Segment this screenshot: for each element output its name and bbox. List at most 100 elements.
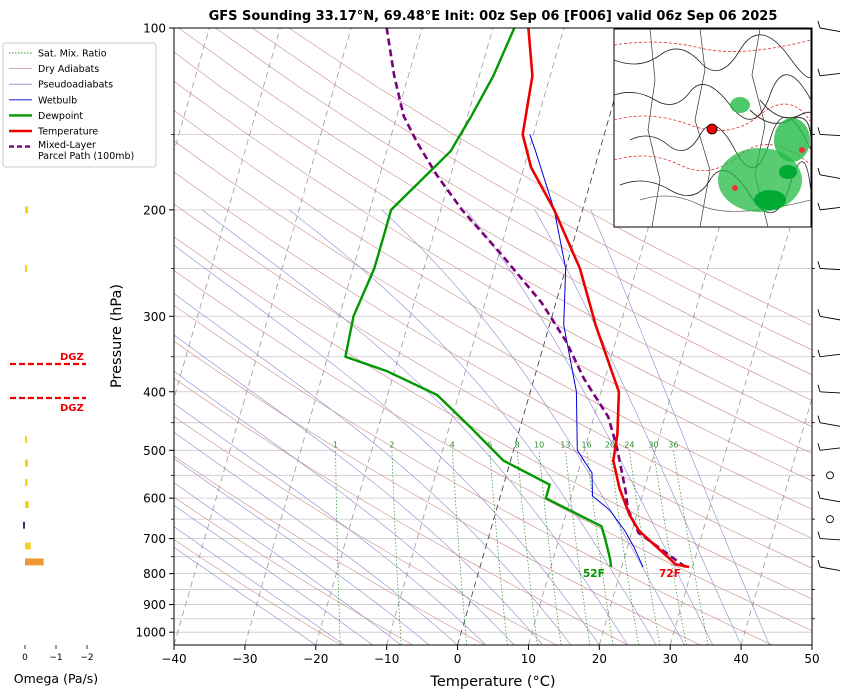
wind-barb-flag	[817, 491, 821, 499]
y-axis-label: Pressure (hPa)	[109, 284, 125, 388]
omega-bar	[25, 436, 27, 444]
mixing-ratio-line	[629, 450, 661, 645]
wind-barb	[817, 167, 841, 179]
profile-lines	[344, 28, 690, 569]
wind-barb-flag	[817, 20, 821, 29]
y-tick-label: 100	[143, 22, 166, 36]
dry-adiabat-line	[252, 28, 812, 351]
legend-label: Pseudoadiabats	[38, 80, 113, 91]
isotherm-line	[457, 28, 636, 645]
omega-bar	[25, 478, 28, 486]
mixing-ratio-label: 10	[534, 440, 544, 449]
x-tick-label: 40	[733, 652, 748, 666]
omega-tick-label: −2	[80, 653, 93, 663]
legend-label: Dry Adiabats	[38, 64, 99, 75]
wind-barb	[817, 349, 841, 358]
dry-adiabat-line	[174, 304, 773, 645]
wind-barb-flag	[817, 202, 821, 211]
mixing-ratio-line	[653, 450, 687, 645]
dgz-bottom-label: DGZ	[60, 403, 84, 414]
y-tick-label: 1000	[135, 626, 166, 640]
dry-adiabat-line	[174, 539, 342, 645]
mixing-ratio-labels: 1 2 4 6 8 10 13 16 20 24 30 36	[333, 440, 678, 449]
mixing-ratio-label: 13	[560, 440, 570, 449]
wind-barb-flag	[817, 559, 821, 568]
wind-barb-shaft	[819, 566, 841, 572]
surface-dewpoint-label: 52F	[583, 568, 605, 580]
x-tick-label: 20	[592, 652, 607, 666]
wind-barb	[817, 443, 841, 451]
pseudoadiabat-line	[174, 371, 515, 645]
y-axis: 100 200 300 400 500 600 700 800 900 1000	[135, 22, 815, 640]
omega-bar	[25, 264, 27, 272]
wind-barb-flag	[817, 309, 821, 317]
legend: Sat. Mix. Ratio Dry Adiabats Pseudoadiabat…	[2, 42, 157, 168]
mixing-ratio-line	[586, 450, 614, 645]
wind-barb-shaft	[819, 315, 841, 321]
dgz-top-label: DGZ	[60, 352, 84, 363]
omega-bar	[23, 521, 25, 529]
calm-wind-circle	[826, 471, 834, 480]
mixing-ratio-line	[391, 450, 402, 645]
pseudoadiabat-line	[590, 209, 770, 645]
legend-label-line: Parcel Path (100mb)	[38, 151, 134, 162]
dry-adiabat-line	[178, 28, 812, 401]
mixing-ratio-line	[489, 450, 508, 645]
y-tick-label: 900	[143, 598, 166, 612]
pseudoadiabat-line	[465, 209, 714, 645]
wind-barb-shaft	[819, 207, 841, 211]
omega-panel: 0 −1 −2	[22, 206, 94, 663]
surface-temperature-label: 72F	[659, 568, 681, 580]
dry-adiabat-line	[174, 340, 701, 645]
pseudoadiabat-line	[174, 482, 401, 645]
wind-barb-shaft	[819, 267, 841, 271]
omega-bar	[25, 558, 44, 566]
x-tick-label: −20	[303, 652, 328, 666]
wind-barb-flag	[817, 384, 821, 392]
chart-title: GFS Sounding 33.17°N, 69.48°E Init: 00z …	[209, 9, 778, 24]
x-tick-label: −40	[161, 652, 186, 666]
wind-barb	[817, 68, 841, 77]
mixing-ratio-line	[565, 450, 591, 645]
mixing-ratio-line	[451, 450, 468, 645]
wind-barbs	[817, 20, 841, 572]
legend-label: Mixed-Layer Parcel Path (100mb)	[38, 140, 134, 162]
dry-adiabat-line	[215, 28, 812, 376]
wind-barb-flag	[817, 68, 821, 76]
wind-barb-flag	[817, 167, 821, 175]
plot-frame	[173, 27, 813, 646]
wind-barb	[817, 415, 841, 427]
x-tick-label: −30	[232, 652, 257, 666]
wind-barb	[817, 491, 841, 503]
y-tick-label: 700	[143, 532, 166, 546]
mixing-ratio-line	[609, 450, 639, 645]
wind-barb-shaft	[819, 27, 841, 33]
mixing-ratio-label: 4	[450, 440, 455, 449]
mixing-ratio-label: 1	[333, 440, 338, 449]
omega-bar	[25, 542, 31, 550]
wind-barb-flag	[817, 127, 821, 135]
wind-barb-shaft	[819, 133, 841, 137]
dry-adiabat-line	[174, 416, 557, 645]
legend-label: Sat. Mix. Ratio	[38, 49, 107, 60]
wind-barb-shaft	[819, 353, 841, 358]
omega-bar	[25, 206, 29, 214]
wind-barb	[817, 384, 841, 394]
pseudoadiabat-line	[534, 209, 742, 645]
mixing-ratio-line	[538, 450, 562, 645]
wind-barb	[817, 531, 841, 541]
mixing-ratio-label: 2	[389, 440, 394, 449]
calm-wind-circle	[826, 515, 834, 524]
omega-bar	[25, 459, 29, 467]
wind-barb	[817, 559, 841, 572]
dry-adiabat-line	[174, 203, 812, 569]
wind-barb	[817, 20, 841, 33]
y-tick-label: 600	[143, 492, 166, 506]
mixing-ratio-label: 6	[487, 440, 492, 449]
wind-barb	[817, 202, 841, 211]
dry-adiabat-line	[288, 28, 812, 326]
dry-adiabat-line	[174, 80, 812, 454]
mixing-ratio-label: 8	[515, 440, 520, 449]
y-tick-label: 200	[143, 203, 166, 217]
x-tick-label: 0	[454, 652, 462, 666]
